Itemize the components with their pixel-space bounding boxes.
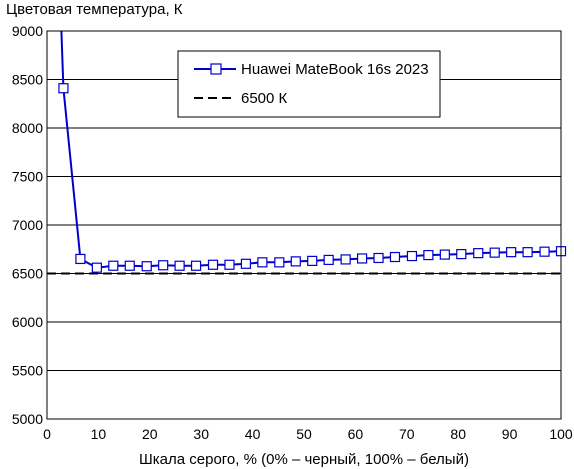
data-point-0 xyxy=(58,83,69,94)
x-tick-90: 90 xyxy=(502,426,518,442)
data-point-18 xyxy=(356,253,368,264)
x-tick-0: 0 xyxy=(43,426,51,442)
data-point-24 xyxy=(456,249,467,260)
data-point-25 xyxy=(473,248,484,259)
data-point-11 xyxy=(240,258,252,269)
y-tick-7500: 7500 xyxy=(12,169,43,185)
y-tick-5500: 5500 xyxy=(12,363,43,379)
data-point-26 xyxy=(489,247,500,258)
legend-marker-matebook xyxy=(210,63,222,75)
y-tick-7000: 7000 xyxy=(12,217,43,233)
x-tick-60: 60 xyxy=(348,426,364,442)
plot-frame xyxy=(46,30,562,420)
x-tick-80: 80 xyxy=(450,426,466,442)
y-tick-6000: 6000 xyxy=(12,314,43,330)
x-tick-100: 100 xyxy=(549,426,573,442)
y-tick-6500: 6500 xyxy=(12,266,43,282)
x-tick-20: 20 xyxy=(142,426,158,442)
data-point-10 xyxy=(224,259,235,270)
data-point-28 xyxy=(522,247,533,258)
data-point-12 xyxy=(257,257,268,268)
x-tick-70: 70 xyxy=(399,426,415,442)
legend-label-matebook: Huawei MateBook 16s 2023 xyxy=(241,61,429,78)
data-point-23 xyxy=(439,249,450,260)
y-tick-labels: 5000 5500 6000 6500 7000 7500 8000 8500 9000 xyxy=(12,23,43,427)
y-tick-5000: 5000 xyxy=(12,411,43,427)
data-point-27 xyxy=(506,247,517,258)
data-point-8 xyxy=(190,260,202,271)
data-point-2 xyxy=(91,262,102,273)
data-point-21 xyxy=(406,250,418,262)
data-point-5 xyxy=(141,261,152,272)
data-point-15 xyxy=(307,255,318,266)
x-axis-title: Шкала серого, % (0% – черный, 100% – бел… xyxy=(139,451,469,468)
x-tick-30: 30 xyxy=(193,426,209,442)
data-point-9 xyxy=(207,259,219,270)
data-point-17 xyxy=(340,254,351,265)
data-point-7 xyxy=(174,260,185,271)
data-point-13 xyxy=(274,257,285,268)
x-tick-10: 10 xyxy=(91,426,107,442)
y-tick-9000: 9000 xyxy=(12,23,43,39)
data-point-16 xyxy=(323,254,334,266)
data-point-6 xyxy=(158,260,169,271)
data-point-3 xyxy=(108,260,119,271)
data-point-14 xyxy=(290,256,301,267)
data-point-22 xyxy=(423,249,434,261)
data-point-1 xyxy=(75,253,86,265)
y-tick-8500: 8500 xyxy=(12,72,43,88)
data-point-20 xyxy=(389,251,401,263)
x-tick-40: 40 xyxy=(245,426,261,442)
series-layer xyxy=(47,30,567,275)
x-tick-labels: 0 10 20 30 40 50 60 70 80 90 100 xyxy=(43,426,573,442)
data-point-4 xyxy=(124,260,135,271)
x-tick-50: 50 xyxy=(296,426,312,442)
y-axis-title: Цветовая температура, К xyxy=(6,1,183,18)
data-point-19 xyxy=(373,252,384,264)
legend: Huawei MateBook 16s 2023 6500 К xyxy=(177,50,441,118)
legend-box xyxy=(177,50,441,118)
data-point-29 xyxy=(539,246,550,257)
legend-label-6500k: 6500 К xyxy=(241,90,288,107)
y-tick-8000: 8000 xyxy=(12,120,43,136)
